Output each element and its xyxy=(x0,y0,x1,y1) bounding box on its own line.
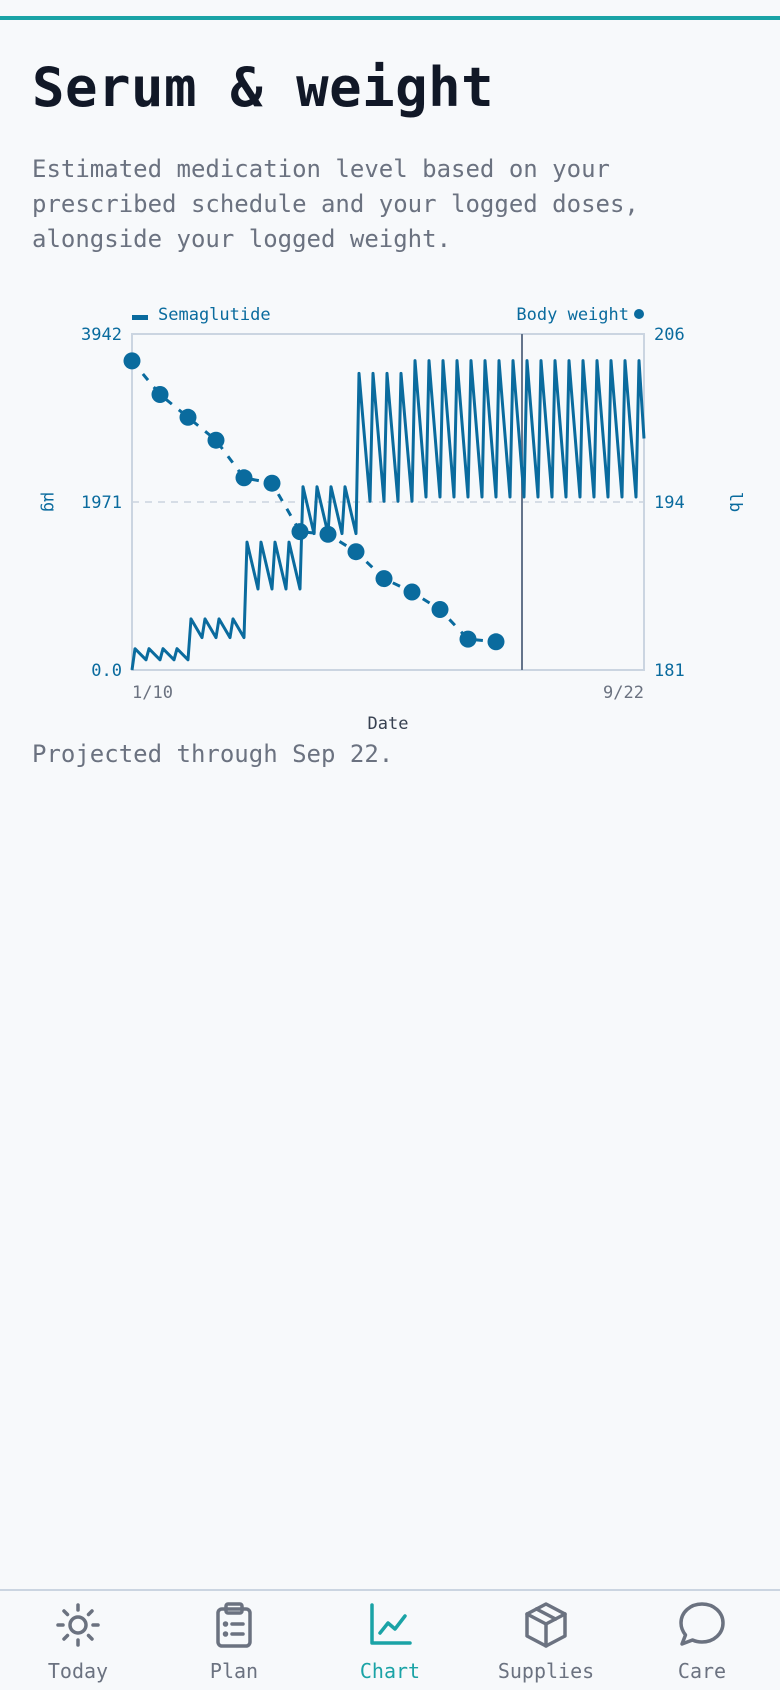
page-title: Serum & weight xyxy=(32,56,495,119)
tab-chart[interactable]: Chart xyxy=(312,1591,468,1690)
tab-today-label: Today xyxy=(47,1659,109,1683)
body-weight-point xyxy=(347,543,365,561)
tab-plan[interactable]: Plan xyxy=(156,1591,312,1690)
tab-supplies[interactable]: Supplies xyxy=(468,1591,624,1690)
y-left-tick-label: 3942 xyxy=(81,325,122,345)
x-axis-label: Date xyxy=(368,714,409,734)
body-weight-point xyxy=(179,408,197,426)
body-weight-point xyxy=(431,601,449,618)
bottom-tab-bar: Today Plan Chart Supplies Care xyxy=(0,1589,780,1690)
legend-bar-icon xyxy=(132,315,148,320)
body-weight-point xyxy=(207,431,225,449)
tab-today[interactable]: Today xyxy=(0,1591,156,1690)
y-left-axis-label: μg xyxy=(39,492,59,512)
tab-care[interactable]: Care xyxy=(624,1591,780,1690)
legend: Semaglutide Body weight xyxy=(132,305,644,325)
y-right-ticks: 181 194 206 xyxy=(654,325,685,681)
y-left-ticks: 0.0 1971 3942 xyxy=(81,325,122,681)
body-weight-point xyxy=(263,474,281,492)
body-weight-point xyxy=(403,583,421,601)
tab-care-label: Care xyxy=(677,1659,727,1683)
y-left-tick-label: 0.0 xyxy=(91,661,122,681)
body-weight-point xyxy=(123,352,141,370)
legend-semaglutide: Semaglutide xyxy=(158,305,271,325)
plot-area-frame xyxy=(131,333,645,671)
y-right-tick-label: 194 xyxy=(654,493,685,513)
tab-supplies-label: Supplies xyxy=(497,1659,595,1683)
page-description: Estimated medication level based on your… xyxy=(32,155,639,253)
sun-icon xyxy=(56,1603,100,1647)
body-weight-point xyxy=(319,525,337,543)
body-weight-point xyxy=(291,523,309,541)
body-weight-point xyxy=(151,386,169,403)
line-chart-icon xyxy=(370,1603,412,1645)
box-icon xyxy=(525,1602,567,1648)
body-weight-point xyxy=(459,630,477,648)
semaglutide-series-line xyxy=(130,359,646,671)
projection-note: Projected through Sep 22. xyxy=(32,740,394,768)
x-tick-end: 9/22 xyxy=(603,683,644,703)
body-weight-point xyxy=(375,570,393,588)
chat-bubble-icon xyxy=(679,1602,725,1646)
x-tick-start: 1/10 xyxy=(132,683,173,703)
body-weight-point xyxy=(235,469,253,487)
y-right-tick-label: 181 xyxy=(654,661,685,681)
body-weight-points xyxy=(123,352,505,651)
tab-plan-label: Plan xyxy=(209,1659,259,1683)
clipboard-icon xyxy=(216,1602,252,1648)
y-right-axis-label: lb xyxy=(725,492,745,512)
y-left-tick-label: 1971 xyxy=(81,493,122,513)
body-weight-point xyxy=(487,633,505,651)
accent-top-bar xyxy=(0,16,780,20)
legend-body-weight: Body weight xyxy=(516,305,629,325)
tab-chart-label: Chart xyxy=(359,1659,421,1683)
y-right-tick-label: 206 xyxy=(654,325,685,345)
legend-dot-icon xyxy=(634,309,644,319)
